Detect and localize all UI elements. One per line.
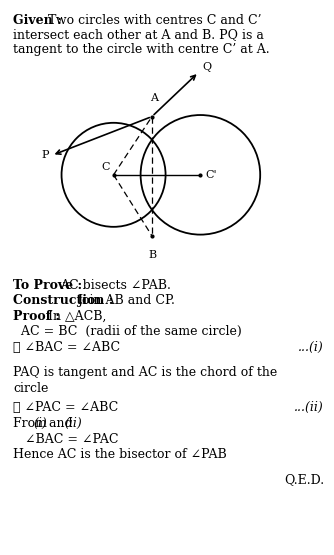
Text: intersect each other at A and B. PQ is a: intersect each other at A and B. PQ is a <box>13 28 264 41</box>
Text: AC = BC  (radii of the same circle): AC = BC (radii of the same circle) <box>13 325 242 338</box>
Text: Two circles with centres C and C’: Two circles with centres C and C’ <box>47 14 261 27</box>
Text: To Prove :: To Prove : <box>13 279 87 291</box>
Text: In △ACB,: In △ACB, <box>47 310 106 322</box>
Text: circle: circle <box>13 382 49 395</box>
Text: Construction :: Construction : <box>13 294 118 307</box>
Text: and: and <box>45 417 76 430</box>
Text: (i): (i) <box>33 417 47 430</box>
Text: P: P <box>41 150 48 160</box>
Text: Join AB and CP.: Join AB and CP. <box>77 294 175 307</box>
Text: AC bisects ∠PAB.: AC bisects ∠PAB. <box>60 279 171 291</box>
Text: C': C' <box>205 170 217 180</box>
Text: tangent to the circle with centre C’ at A.: tangent to the circle with centre C’ at … <box>13 43 270 56</box>
Text: B: B <box>148 250 156 260</box>
Text: ...(ii): ...(ii) <box>294 401 324 413</box>
Text: Hence AC is the bisector of ∠PAB: Hence AC is the bisector of ∠PAB <box>13 448 227 461</box>
Text: ∴ ∠PAC = ∠ABC: ∴ ∠PAC = ∠ABC <box>13 401 119 413</box>
Text: Q.E.D.: Q.E.D. <box>284 473 324 486</box>
Text: PAQ is tangent and AC is the chord of the: PAQ is tangent and AC is the chord of th… <box>13 366 278 379</box>
Text: Given :: Given : <box>13 14 66 27</box>
Text: A: A <box>150 93 158 103</box>
Text: ...(i): ...(i) <box>298 341 324 354</box>
Text: ∴ ∠BAC = ∠ABC: ∴ ∠BAC = ∠ABC <box>13 341 121 354</box>
Text: (ii): (ii) <box>64 417 82 430</box>
Text: ∠BAC = ∠PAC: ∠BAC = ∠PAC <box>13 433 119 446</box>
Text: C: C <box>102 162 110 172</box>
Text: From: From <box>13 417 51 430</box>
Text: Q: Q <box>202 62 211 72</box>
Text: Proof :: Proof : <box>13 310 65 322</box>
